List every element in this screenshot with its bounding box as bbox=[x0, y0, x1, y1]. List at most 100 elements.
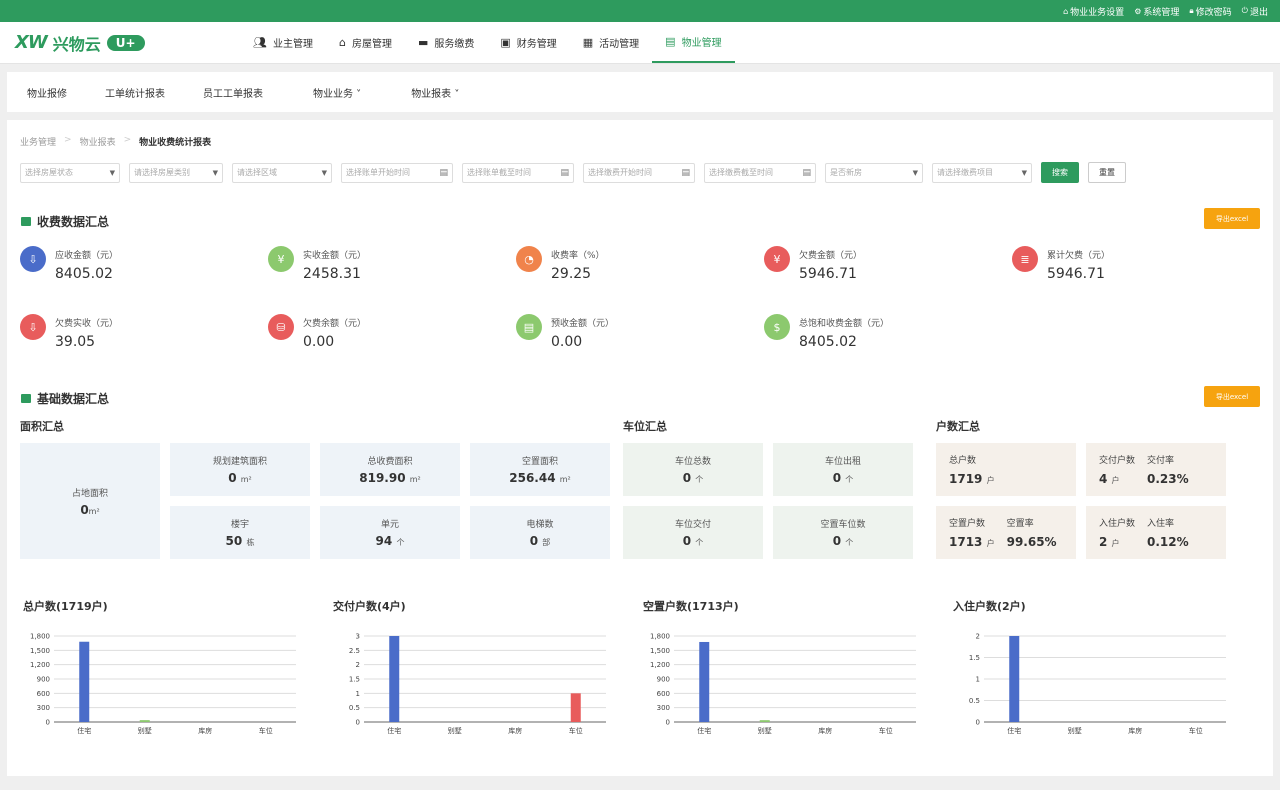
y-tick-label: 1,800 bbox=[650, 633, 670, 641]
list-icon: ≣ bbox=[1012, 246, 1038, 272]
bar bbox=[699, 641, 710, 722]
y-tick-label: 300 bbox=[37, 704, 50, 712]
stat-received: ¥ 实收金额（元） 2458.31 bbox=[268, 245, 366, 282]
yen-icon: ¥ bbox=[268, 246, 294, 272]
y-tick-label: 0 bbox=[976, 719, 980, 727]
bar bbox=[1009, 636, 1020, 722]
filter-bar: 选择房屋状态 ▼ 请选择房屋类别 ▼ 请选择区域 ▼ 选择账单开始时间 ▤ 选择账单截至… bbox=[20, 162, 1126, 183]
system-management-link[interactable]: ⚙ 系统管理 bbox=[1134, 6, 1180, 18]
households-vacant-box: 空置户数 1713 户 空置率 99.65% bbox=[936, 506, 1076, 559]
chart-title-vacant: 空置户数(1713户) bbox=[643, 600, 739, 613]
y-tick-label: 1,500 bbox=[650, 647, 670, 655]
x-tick-label: 别墅 bbox=[758, 726, 772, 735]
y-tick-label: 0 bbox=[666, 719, 670, 727]
users-icon: 👥︎ bbox=[253, 36, 267, 49]
bar bbox=[759, 720, 770, 722]
bar bbox=[570, 693, 581, 722]
y-tick-label: 300 bbox=[657, 704, 670, 712]
parking-rent-box: 车位出租 0 个 bbox=[773, 443, 913, 496]
household-summary-title: 户数汇总 bbox=[936, 420, 980, 433]
y-tick-label: 0.5 bbox=[969, 697, 980, 705]
parking-delivered-box: 车位交付 0 个 bbox=[623, 506, 763, 559]
top-bar: ⌂ 物业业务设置 ⚙ 系统管理 🔒︎ 修改密码 ⏻ 退出 bbox=[0, 0, 1280, 22]
x-tick-label: 住宅 bbox=[697, 726, 711, 735]
house-type-select[interactable]: 请选择房屋类别 ▼ bbox=[129, 162, 223, 183]
new-house-select[interactable]: 是否新房 ▼ bbox=[825, 162, 923, 183]
x-tick-label: 库房 bbox=[818, 726, 832, 735]
business-settings-link[interactable]: ⌂ 物业业务设置 bbox=[1063, 6, 1125, 18]
x-tick-label: 车位 bbox=[879, 726, 893, 735]
reset-button[interactable]: 重置 bbox=[1088, 162, 1126, 183]
area-select[interactable]: 请选择区域 ▼ bbox=[232, 162, 332, 183]
chart-title-delivered: 交付户数(4户) bbox=[333, 600, 406, 613]
y-tick-label: 2.5 bbox=[349, 647, 360, 655]
subnav-repair[interactable]: 物业报修 bbox=[27, 88, 67, 100]
bill-start-date[interactable]: 选择账单开始时间 ▤ bbox=[341, 162, 453, 183]
subnav-property-business[interactable]: 物业业务 ˅ bbox=[313, 88, 362, 100]
main-content: 业务管理 > 物业报表 > 物业收费统计报表 选择房屋状态 ▼ 请选择房屋类别 ▼ 请选… bbox=[7, 120, 1273, 776]
y-tick-label: 1.5 bbox=[349, 676, 360, 684]
y-tick-label: 0 bbox=[356, 719, 360, 727]
logo-mark: XW bbox=[15, 32, 48, 53]
search-button[interactable]: 搜索 bbox=[1041, 162, 1079, 183]
x-tick-label: 住宅 bbox=[1007, 726, 1021, 735]
home-icon: ⌂ bbox=[1063, 6, 1069, 16]
pay-start-date[interactable]: 选择缴费开始时间 ▤ bbox=[583, 162, 695, 183]
nav-owner-management[interactable]: 👥︎ 业主管理 bbox=[253, 36, 313, 50]
subnav-workorder-stats[interactable]: 工单统计报表 bbox=[105, 88, 165, 100]
subnav-property-report[interactable]: 物业报表 ˅ bbox=[411, 88, 460, 100]
pay-end-date[interactable]: 选择缴费截至时间 ▤ bbox=[704, 162, 816, 183]
nav-finance-management[interactable]: ▣ 财务管理 bbox=[500, 36, 557, 50]
home-icon: ⌂ bbox=[338, 36, 346, 49]
parking-vacant-box: 空置车位数 0 个 bbox=[773, 506, 913, 559]
lock-icon: 🔒︎ bbox=[1189, 6, 1194, 15]
stat-saturated-fee: $ 总饱和收费金额（元） 8405.02 bbox=[764, 313, 889, 350]
stat-collection-rate: ◔ 收费率（%） 29.25 bbox=[516, 245, 605, 282]
arrow-down-icon: ⇩ bbox=[20, 246, 46, 272]
y-tick-label: 3 bbox=[356, 633, 360, 641]
households-delivered-box: 交付户数 4 户 交付率 0.23% bbox=[1086, 443, 1226, 496]
nav-activity-management[interactable]: ▦ 活动管理 bbox=[582, 36, 640, 50]
y-tick-label: 1 bbox=[356, 690, 360, 698]
change-password-link[interactable]: 🔒︎ 修改密码 bbox=[1189, 6, 1232, 18]
nav-property-management[interactable]: ▤ 物业管理 bbox=[652, 22, 735, 63]
main-nav: 👥︎ 业主管理 ⌂ 房屋管理 ▬ 服务缴费 ▣ 财务管理 ▦ 活动管理 ▤ 物业管理 bbox=[240, 22, 735, 63]
fee-export-button[interactable]: 导出excel bbox=[1204, 208, 1260, 229]
chart-occupied-households: 0 0.5 1 1.5 2 住宅 别墅 库房 车位 bbox=[969, 633, 1226, 735]
chart-total-households: 0 300 600 900 1,200 1,500 1,800 住宅 别墅 库房 车位 bbox=[30, 633, 296, 735]
doc-icon: ▤ bbox=[516, 314, 542, 340]
caret-down-icon: ▼ bbox=[212, 168, 218, 177]
charge-area-box: 总收费面积 819.90 m² bbox=[320, 443, 460, 496]
bill-end-date[interactable]: 选择账单截至时间 ▤ bbox=[462, 162, 574, 183]
house-status-select[interactable]: 选择房屋状态 ▼ bbox=[20, 162, 120, 183]
stat-arrears-received: ⇩ 欠费实收（元） 39.05 bbox=[20, 313, 118, 350]
stat-receivable: ⇩ 应收金额（元） 8405.02 bbox=[20, 245, 118, 282]
breadcrumb-separator: > bbox=[123, 135, 132, 145]
base-export-button[interactable]: 导出excel bbox=[1204, 386, 1260, 407]
stat-prepaid: ▤ 预收金额（元） 0.00 bbox=[516, 313, 614, 350]
breadcrumb-item[interactable]: 物业报表 bbox=[79, 138, 116, 148]
breadcrumb-separator: > bbox=[64, 135, 72, 145]
unit-count-box: 单元 94 个 bbox=[320, 506, 460, 559]
x-tick-label: 车位 bbox=[1189, 726, 1203, 735]
wallet-icon: ▣ bbox=[500, 36, 511, 49]
fee-section-title: 收费数据汇总 bbox=[21, 213, 109, 230]
y-tick-label: 900 bbox=[657, 676, 670, 684]
planned-area-box: 规划建筑面积 0 m² bbox=[170, 443, 310, 496]
y-tick-label: 600 bbox=[37, 690, 50, 698]
pay-item-select[interactable]: 请选择缴费项目 ▼ bbox=[932, 162, 1032, 183]
calendar-icon: ▤ bbox=[802, 167, 811, 178]
power-icon: ⏻ bbox=[1241, 6, 1248, 15]
logo[interactable]: XW 兴物云 U+ bbox=[0, 22, 240, 63]
sub-nav: 物业报修 工单统计报表 员工工单报表 物业业务 ˅ 物业报表 ˅ bbox=[7, 72, 1273, 112]
breadcrumb-item[interactable]: 业务管理 bbox=[20, 138, 57, 148]
nav-service-payment[interactable]: ▬ 服务缴费 bbox=[417, 36, 475, 50]
fee-section-icon bbox=[21, 217, 31, 226]
bar bbox=[389, 636, 400, 722]
breadcrumb: 业务管理 > 物业报表 > 物业收费统计报表 bbox=[20, 135, 211, 148]
logout-link[interactable]: ⏻ 退出 bbox=[1241, 6, 1268, 18]
logo-badge: U+ bbox=[106, 34, 145, 51]
subnav-staff-workorder[interactable]: 员工工单报表 bbox=[203, 88, 263, 100]
nav-house-management[interactable]: ⌂ 房屋管理 bbox=[338, 36, 392, 50]
pie-icon: ◔ bbox=[516, 246, 542, 272]
